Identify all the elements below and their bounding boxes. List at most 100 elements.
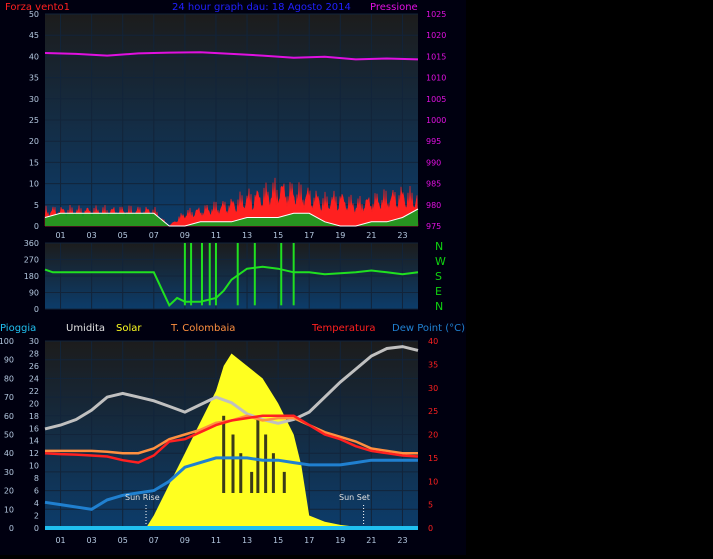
x-tick-label: 15	[273, 231, 283, 240]
solar-tick-label: 30	[29, 337, 39, 346]
pressure-tick-label: 1015	[426, 52, 446, 61]
solar-tick-label: 6	[34, 487, 39, 496]
solar-tick-label: 14	[29, 437, 39, 446]
pressure-tick-label: 975	[426, 222, 441, 231]
temperature-tick-label: 20	[428, 431, 438, 440]
legend-colombia: T. Colombaia	[170, 323, 235, 334]
wind-average-series	[45, 209, 418, 226]
pressure-tick-label: 1005	[426, 95, 446, 104]
legend-humidity: Umidita	[66, 323, 105, 334]
temperature-tick-label: 40	[428, 337, 438, 346]
wind-pressure-panel: 0510152025303540455097598098599099510001…	[29, 10, 447, 240]
sun-set-label: Sun Set	[339, 493, 370, 502]
humidity-tick-label: 100	[0, 337, 14, 346]
solar-cloud-gap	[271, 453, 275, 493]
solar-tick-label: 8	[34, 474, 39, 483]
legend-dewpoint: Dew Point (°C)	[392, 323, 465, 334]
humidity-tick-label: 10	[4, 505, 14, 514]
wind-speed-tick-label: 40	[29, 52, 39, 61]
solar-tick-label: 2	[34, 512, 39, 521]
direction-letter: N	[435, 300, 443, 313]
pressure-axis-title: Pressione	[370, 2, 418, 13]
wind-direction-panel: 0 90 180 270 360	[24, 239, 419, 314]
temperature-tick-label: 5	[428, 501, 433, 510]
x-tick-label: 21	[366, 231, 376, 240]
wind-speed-tick-label: 50	[29, 10, 39, 19]
humidity-tick-label: 60	[4, 412, 14, 421]
temperature-tick-label: 10	[428, 477, 438, 486]
direction-tick-label: 0	[34, 305, 39, 314]
temperature-tick-label: 0	[428, 524, 433, 533]
direction-letter: N	[435, 240, 443, 253]
solar-tick-label: 16	[29, 424, 39, 433]
temperature-tick-label: 15	[428, 454, 438, 463]
direction-tick-label: 360	[24, 239, 39, 248]
x-tick-label: 03	[87, 231, 97, 240]
x-tick-label: 05	[118, 231, 128, 240]
x-tick-label: 03	[87, 536, 97, 545]
humidity-tick-label: 70	[4, 393, 14, 402]
humidity-tick-label: 80	[4, 374, 14, 383]
temperature-series	[44, 414, 419, 464]
wind-speed-tick-label: 10	[29, 180, 39, 189]
direction-tick-label: 180	[24, 272, 39, 281]
wind-speed-tick-label: 45	[29, 31, 39, 40]
wind-gust-series	[44, 208, 419, 227]
solar-tick-label: 22	[29, 387, 39, 396]
right-blank-area	[466, 0, 713, 555]
solar-tick-label: 28	[29, 349, 39, 358]
temperature-tick-label: 25	[428, 407, 438, 416]
wind-speed-axis-title: Forza vento1	[5, 2, 70, 13]
temperature-tick-label: 35	[428, 360, 438, 369]
humidity-tick-label: 90	[4, 356, 14, 365]
x-tick-label: 01	[55, 536, 65, 545]
solar-tick-label: 12	[29, 449, 39, 458]
wind-direction-series	[44, 265, 419, 307]
humidity-series	[44, 345, 419, 431]
wind-speed-tick-label: 15	[29, 158, 39, 167]
x-tick-label: 11	[211, 536, 221, 545]
pressure-tick-label: 1010	[426, 74, 446, 83]
pressure-tick-label: 1000	[426, 116, 446, 125]
direction-letter: W	[435, 255, 446, 268]
x-tick-label: 07	[149, 231, 159, 240]
solar-cloud-gap	[282, 471, 286, 493]
sun-rise-label: Sun Rise	[125, 493, 160, 502]
solar-cloud-gap	[250, 471, 254, 493]
humidity-tick-label: 0	[9, 524, 14, 533]
x-tick-label: 17	[304, 231, 314, 240]
solar-tick-label: 20	[29, 399, 39, 408]
x-tick-label: 23	[397, 231, 407, 240]
solar-cloud-gap	[256, 415, 260, 493]
solar-cloud-gap	[222, 415, 226, 493]
x-tick-label: 23	[397, 536, 407, 545]
pressure-tick-label: 995	[426, 137, 441, 146]
chart-title: 24 hour graph dau: 18 Agosto 2014	[172, 2, 351, 13]
x-tick-label: 07	[149, 536, 159, 545]
solar-tick-label: 18	[29, 412, 39, 421]
wind-speed-tick-label: 5	[34, 201, 39, 210]
x-tick-label: 09	[180, 536, 190, 545]
legend-rain: Pioggia	[0, 323, 36, 334]
wind-speed-tick-label: 35	[29, 74, 39, 83]
x-tick-label: 11	[211, 231, 221, 240]
x-tick-label: 05	[118, 536, 128, 545]
x-tick-label: 15	[273, 536, 283, 545]
dewpoint-series	[44, 456, 418, 511]
humidity-tick-label: 30	[4, 468, 14, 477]
solar-cloud-gap	[231, 434, 235, 493]
direction-letter: E	[435, 285, 442, 298]
humidity-tick-label: 20	[4, 487, 14, 496]
wind-speed-tick-label: 20	[29, 137, 39, 146]
solar-tick-label: 0	[34, 524, 39, 533]
pressure-tick-label: 1020	[426, 31, 446, 40]
humidity-tick-label: 50	[4, 431, 14, 440]
x-tick-label: 09	[180, 231, 190, 240]
x-tick-label: 21	[366, 536, 376, 545]
solar-tick-label: 26	[29, 362, 39, 371]
direction-tick-label: 270	[24, 256, 39, 265]
direction-tick-label: 90	[29, 289, 39, 298]
temperature-tick-label: 30	[428, 384, 438, 393]
x-tick-label: 13	[242, 231, 252, 240]
